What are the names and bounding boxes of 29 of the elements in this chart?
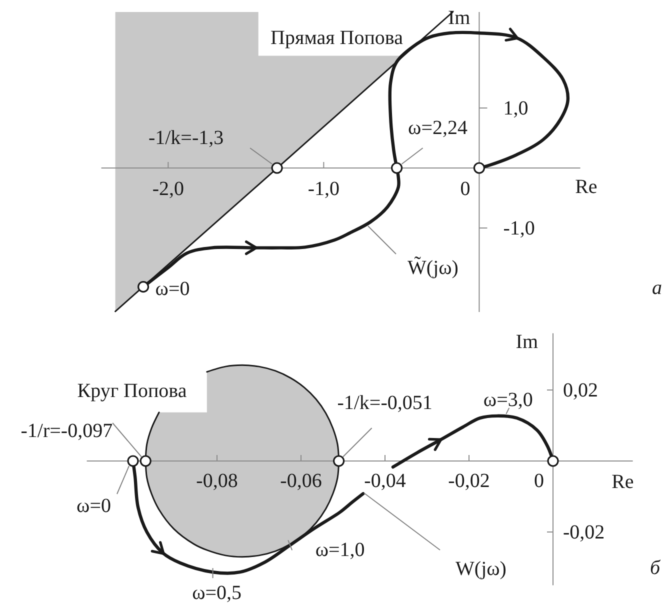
annotation: -1/k=-0,051: [337, 392, 432, 414]
text: а: [652, 277, 662, 299]
y-tick-label: 0,02: [563, 379, 598, 402]
x-axis-title: Re: [612, 471, 634, 493]
x-tick-label: -2,0: [152, 178, 184, 200]
y-axis-title: Im: [448, 7, 471, 29]
x-tick-label: -0,06: [280, 470, 322, 492]
y-axis-title: Im: [516, 331, 538, 354]
text: W̃(jω): [408, 256, 458, 279]
annotation: ω=0,5: [192, 582, 242, 603]
series-label: Круг Попова: [77, 380, 187, 402]
x-tick-label: -0,08: [196, 470, 238, 492]
annotation: -1/r=-0,097: [20, 420, 113, 442]
y-tick-label: 1,0: [503, 97, 528, 120]
text: W(jω): [456, 558, 506, 580]
annotation: -1/k=-1,3: [148, 127, 224, 149]
x-tick-label: 0: [534, 470, 544, 492]
x-tick-label: 0: [460, 178, 470, 200]
annotation: ω=0: [76, 495, 111, 517]
annotation: ω=3,0: [483, 388, 533, 411]
annotation: ω=2,24: [408, 117, 468, 139]
x-axis-title: Re: [575, 176, 598, 198]
x-tick-label: -0,04: [364, 470, 406, 492]
series-label: Прямая Попова: [270, 27, 404, 49]
x-tick-label: -0,02: [448, 470, 490, 492]
annotation: ω=1,0: [315, 539, 365, 562]
x-tick-label: -1,0: [308, 178, 340, 200]
annotation: ω=0: [155, 278, 190, 300]
text: б: [650, 557, 661, 579]
